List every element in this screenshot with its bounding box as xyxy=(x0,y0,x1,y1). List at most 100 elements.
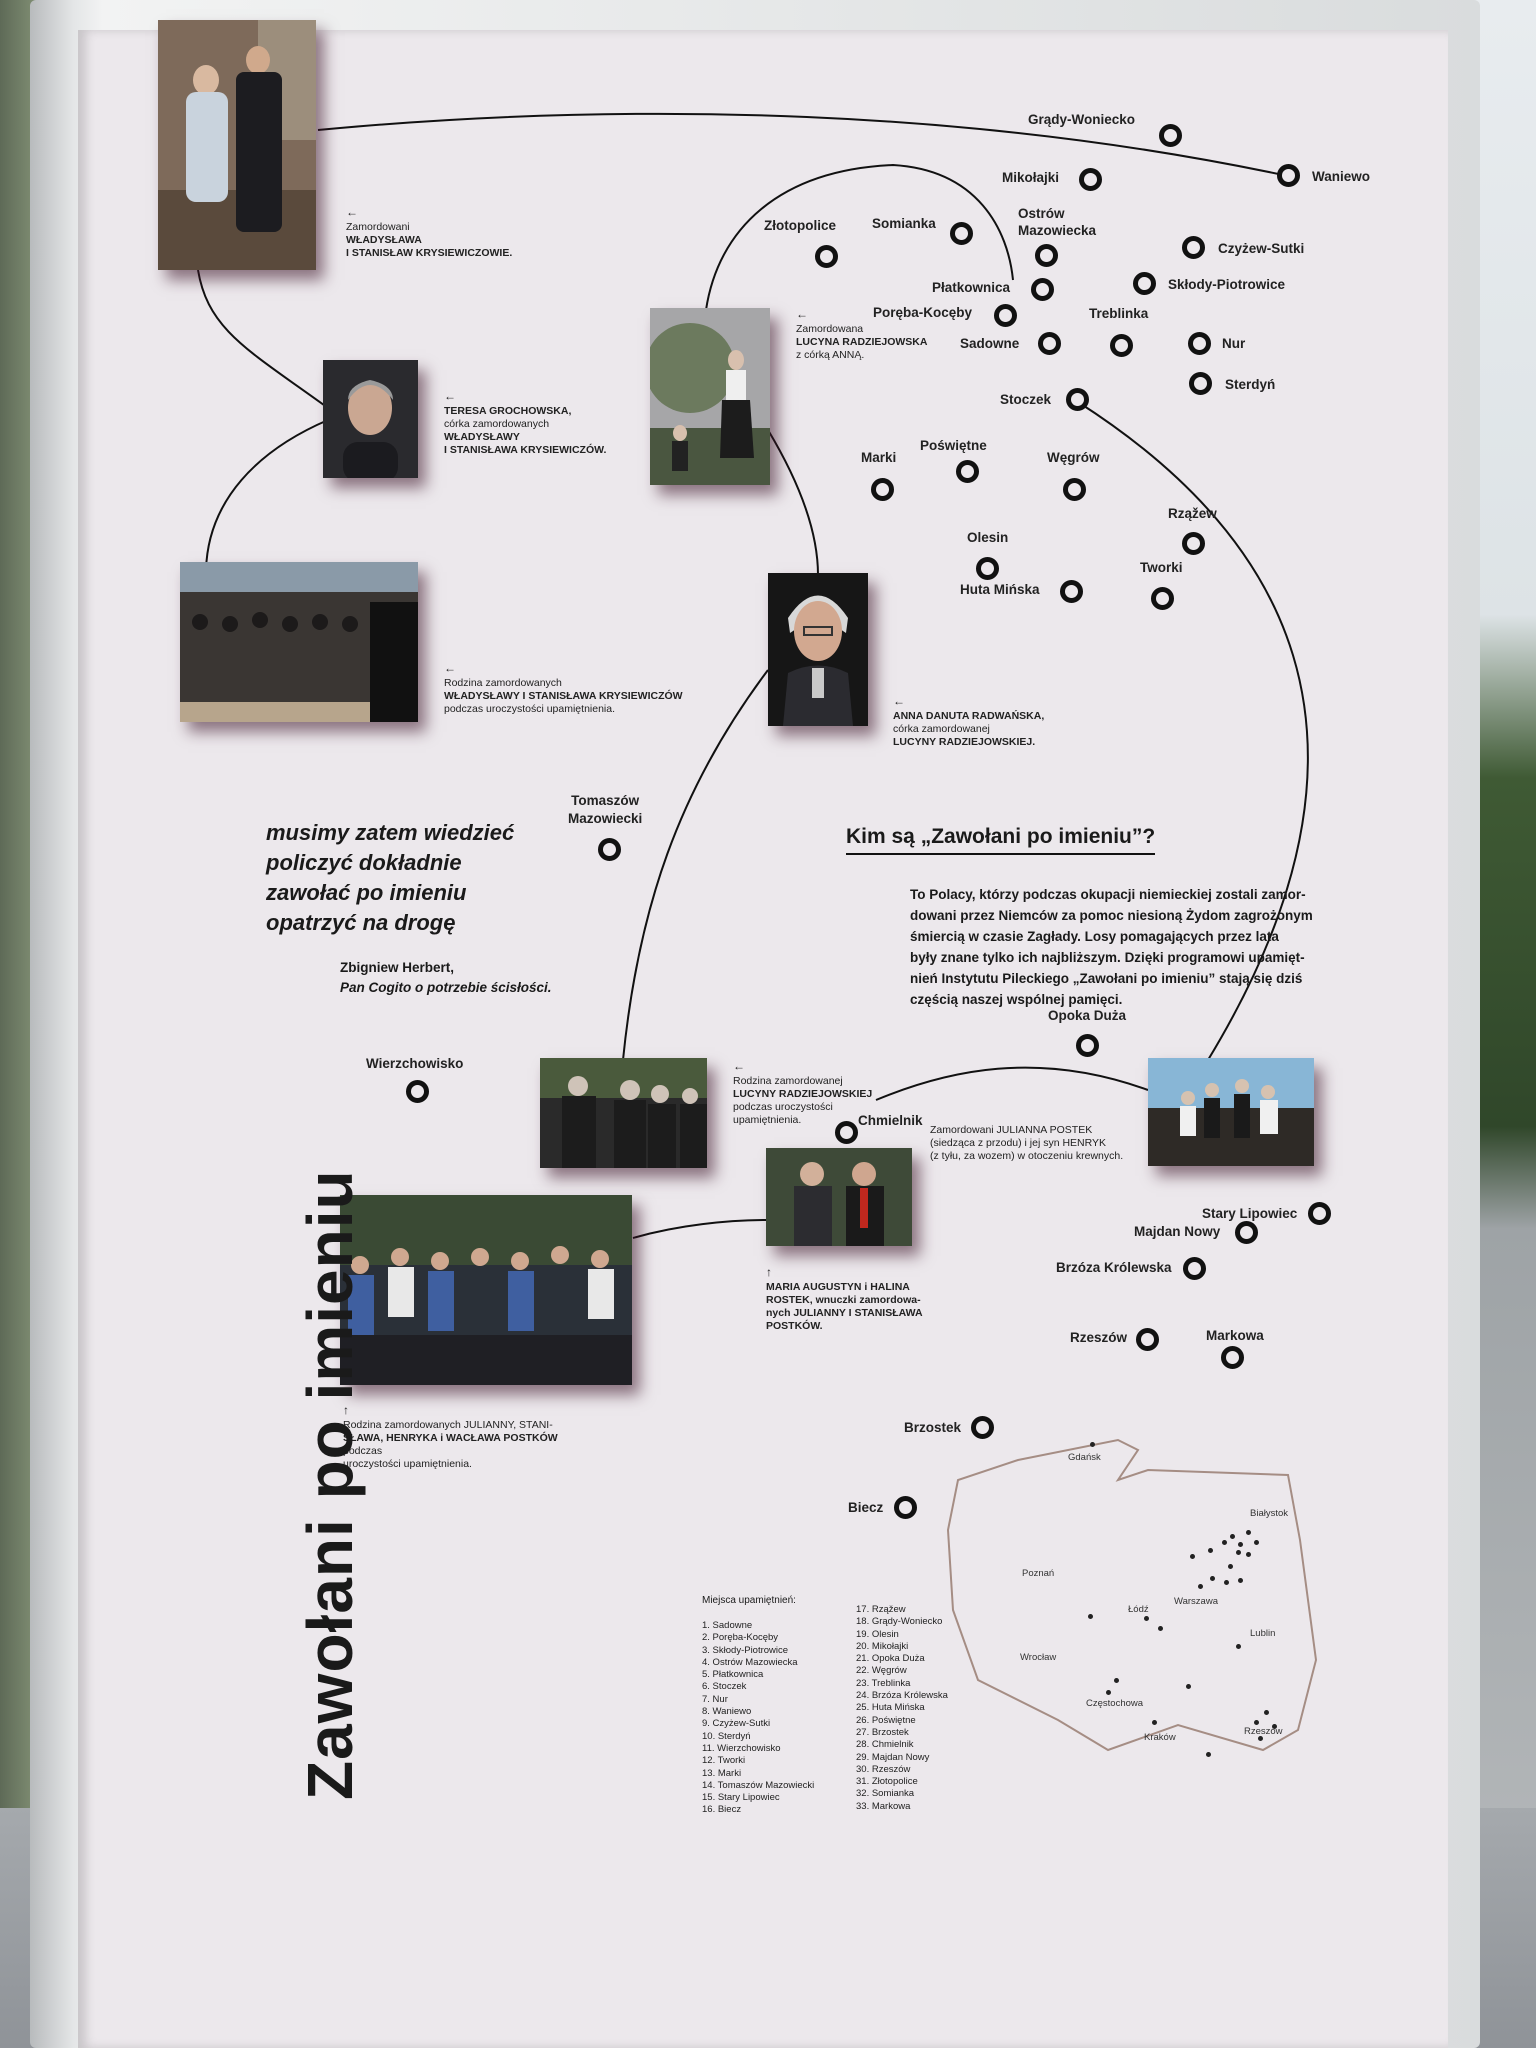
map-label-czestochowa: Częstochowa xyxy=(1086,1698,1144,1709)
caption-postek-family: ↑ Rodzina zamordowanych JULIANNY, STANI- S… xyxy=(343,1403,558,1471)
place-brzostek: Brzostek xyxy=(904,1420,962,1435)
quote-line: zawołać po imieniu xyxy=(266,880,467,905)
quote-line: opatrzyć na drogę xyxy=(266,910,456,935)
marker-wierzchowisko xyxy=(406,1080,429,1103)
place-nur: Nur xyxy=(1222,336,1246,351)
place-czyzew: Czyżew-Sutki xyxy=(1218,241,1305,256)
place-marki: Marki xyxy=(861,450,897,465)
marker-mikolajki xyxy=(1079,168,1102,191)
place-waniewo: Waniewo xyxy=(1312,169,1371,184)
place-wierzchowisko: Wierzchowisko xyxy=(366,1056,464,1071)
marker-zlotopolice xyxy=(815,245,838,268)
photo-postek-family-historic xyxy=(1148,1058,1314,1166)
marker-tomaszow xyxy=(598,838,621,861)
quote-author: Zbigniew Herbert, Pan Cogito o potrzebie… xyxy=(340,960,552,995)
marker-czyzew xyxy=(1182,236,1205,259)
map-label-bialystok: Białystok xyxy=(1250,1508,1289,1519)
marker-sklody xyxy=(1133,272,1156,295)
photo-teresa-grochowska xyxy=(323,360,418,478)
place-brzoza: Brzóza Królewska xyxy=(1056,1260,1172,1275)
place-mikolajki: Mikołajki xyxy=(1002,170,1060,185)
place-somianka: Somianka xyxy=(872,216,936,231)
map-label-poznan: Poznań xyxy=(1022,1568,1055,1579)
caption-augustyn-rostek: ↑ MARIA AUGUSTYN i HALINA ROSTEK, wnuczki … xyxy=(766,1265,923,1333)
map-label-warszawa: Warszawa xyxy=(1174,1596,1218,1607)
photo-augustyn-rostek xyxy=(766,1148,912,1246)
map-label-rzeszow: Rzeszów xyxy=(1244,1726,1283,1737)
map-label-gdansk: Gdańsk xyxy=(1068,1452,1101,1463)
section-heading: Kim są „Zawołani po imieniu”? xyxy=(846,825,1156,855)
marker-sadowne xyxy=(1038,332,1061,355)
place-poreba: Poręba-Kocęby xyxy=(873,305,973,320)
marker-chmielnik xyxy=(835,1121,858,1144)
caption-julianna-postek: Zamordowani JULIANNA POSTEK (siedząca z p… xyxy=(930,1124,1124,1162)
places-list-col1: 1. Sadowne 2. Poręba-Kocęby 3. Skłody-Piot… xyxy=(702,1620,815,1816)
place-stary-lipowiec: Stary Lipowiec xyxy=(1202,1206,1298,1221)
map-label-lublin: Lublin xyxy=(1250,1628,1276,1639)
place-rzadzew: Rząžew xyxy=(1168,506,1217,521)
connection-lines xyxy=(197,112,1309,1239)
marker-tworki xyxy=(1151,587,1174,610)
caption-anna-radwanska: ← ANNA DANUTA RADWAŃSKA, córka zamordowane… xyxy=(893,694,1045,749)
marker-grady xyxy=(1159,124,1182,147)
place-zlotopolice: Złotopolice xyxy=(764,218,836,233)
map-label-wroclaw: Wrocław xyxy=(1020,1652,1057,1663)
marker-poreba xyxy=(994,304,1017,327)
place-tworki: Tworki xyxy=(1140,560,1183,575)
places-list-col2: 17. Rząžew 18. Grądy-Woniecko 19. Olesin 20… xyxy=(856,1604,948,1812)
marker-sterdyn xyxy=(1189,372,1212,395)
place-ostrow: Ostrów Mazowiecka xyxy=(1018,206,1097,238)
place-huta: Huta Mińska xyxy=(960,582,1040,597)
section-body: To Polacy, którzy podczas okupacji niemi… xyxy=(910,887,1313,1007)
place-chmielnik: Chmielnik xyxy=(858,1113,923,1128)
panel-title: Zawołani po imieniu xyxy=(294,1169,366,1800)
exhibition-panel: ← Zamordowani WŁADYSŁAWA I STANISŁAW KRYSIE… xyxy=(78,20,1448,2048)
marker-poswietne xyxy=(956,460,979,483)
photo-lucyna-radziejowska xyxy=(650,308,770,485)
place-wegrow: Węgrów xyxy=(1047,450,1100,465)
map-label-lodz: Łódź xyxy=(1128,1604,1149,1615)
marker-treblinka xyxy=(1110,334,1133,357)
caption-lucyna-radziejowska: ← Zamordowana LUCYNA RADZIEJOWSKA z córką A… xyxy=(796,307,928,362)
marker-waniewo xyxy=(1277,164,1300,187)
place-rzeszow: Rzeszów xyxy=(1070,1330,1128,1345)
caption-radziejowska-family: ← Rodzina zamordowanej LUCYNY RADZIEJOWSKI… xyxy=(733,1059,873,1127)
marker-rzadzew xyxy=(1182,532,1205,555)
place-olesin: Olesin xyxy=(967,530,1009,545)
place-grady: Grądy-Woniecko xyxy=(1028,112,1136,127)
marker-brzostek xyxy=(971,1416,994,1439)
marker-somianka xyxy=(950,222,973,245)
photo-anna-danuta-radwanska xyxy=(768,573,868,726)
place-sadowne: Sadowne xyxy=(960,336,1020,351)
place-sklody: Skłody-Piotrowice xyxy=(1168,277,1286,292)
place-sterdyn: Sterdyń xyxy=(1225,377,1276,392)
marker-nur xyxy=(1188,332,1211,355)
marker-huta xyxy=(1060,580,1083,603)
marker-marki xyxy=(871,478,894,501)
place-tomaszow: Tomaszów Mazowiecki xyxy=(568,793,643,826)
marker-platkownica xyxy=(1031,278,1054,301)
herbert-quote: musimy zatem wiedzieć policzyć dokładnie… xyxy=(266,818,514,938)
photo-postek-family-ceremony xyxy=(340,1195,632,1385)
marker-markowa xyxy=(1221,1346,1244,1369)
caption-teresa-grochowska: ← TERESA GROCHOWSKA, córka zamordowanych WŁ… xyxy=(444,389,607,457)
place-platkownica: Płatkownica xyxy=(932,280,1011,295)
marker-ostrow xyxy=(1035,244,1058,267)
marker-brzoza xyxy=(1183,1257,1206,1280)
place-treblinka: Treblinka xyxy=(1089,306,1149,321)
photo-krysiewicz-couple xyxy=(158,20,316,270)
marker-stoczek xyxy=(1066,388,1089,411)
quote-line: musimy zatem wiedzieć xyxy=(266,820,515,845)
quote-line: policzyć dokładnie xyxy=(266,850,462,875)
place-majdan: Majdan Nowy xyxy=(1134,1224,1221,1239)
map-label-krakow: Kraków xyxy=(1144,1732,1176,1743)
photo-krysiewicz-family-ceremony xyxy=(180,562,418,722)
poland-map-outline xyxy=(946,1438,1318,1752)
marker-majdan xyxy=(1235,1221,1258,1244)
marker-stary-lipowiec xyxy=(1308,1202,1331,1225)
marker-olesin xyxy=(976,557,999,580)
place-markowa: Markowa xyxy=(1206,1328,1264,1343)
caption-krysiewicz-couple: ← Zamordowani WŁADYSŁAWA I STANISŁAW KRYSIE… xyxy=(346,205,513,260)
place-biecz: Biecz xyxy=(848,1500,884,1515)
marker-opoka xyxy=(1076,1034,1099,1057)
